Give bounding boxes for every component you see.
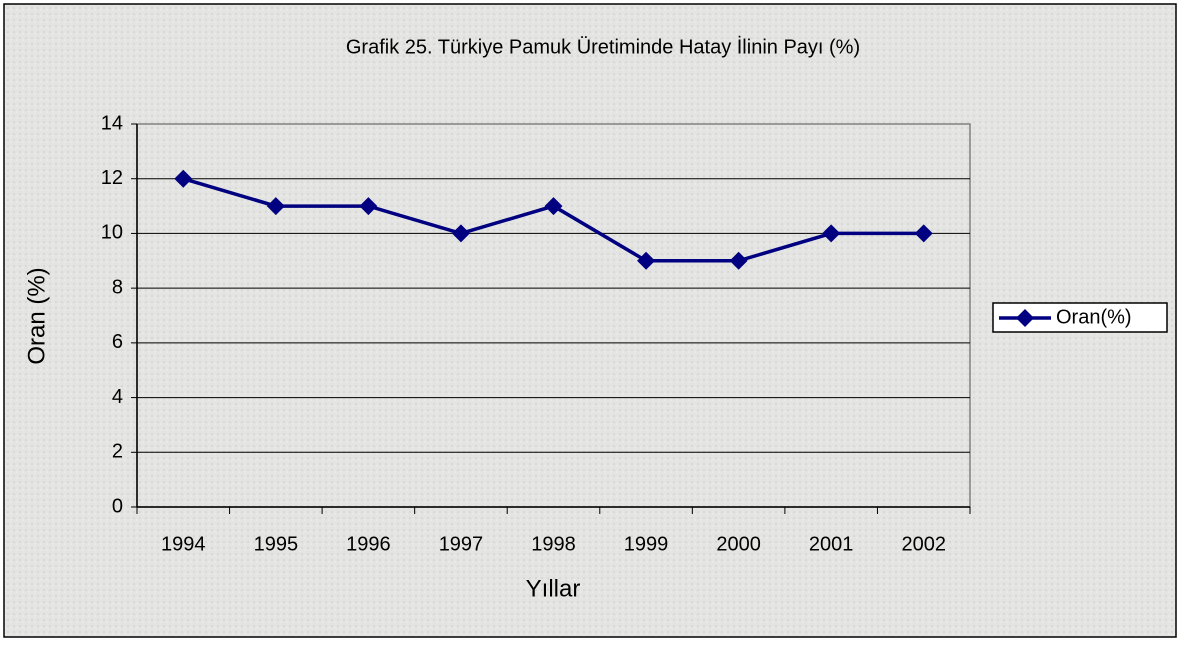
marker (174, 169, 193, 188)
legend-marker (1016, 309, 1034, 327)
y-tick-label: 8 (112, 276, 123, 298)
marker (266, 197, 285, 216)
y-tick-label: 10 (101, 222, 123, 244)
marker (729, 251, 748, 270)
marker (359, 197, 378, 216)
chart-title: Grafik 25. Türkiye Pamuk Üretiminde Hata… (346, 35, 860, 58)
marker (914, 224, 933, 243)
x-tick-label: 2002 (901, 533, 946, 555)
marker (544, 197, 563, 216)
x-tick-label: 2000 (716, 533, 761, 555)
y-tick-label: 14 (101, 112, 123, 134)
y-tick-label: 2 (112, 441, 123, 463)
y-tick-label: 12 (101, 167, 123, 189)
y-tick-label: 6 (112, 331, 123, 353)
x-tick-label: 1999 (624, 533, 669, 555)
x-tick-label: 2001 (809, 533, 854, 555)
chart-background (3, 3, 1177, 638)
y-tick-label: 4 (112, 386, 123, 408)
x-tick-label: 1996 (346, 533, 391, 555)
x-axis-label: Yıllar (526, 575, 581, 602)
y-axis-label: Oran (%) (23, 267, 50, 364)
x-tick-label: 1997 (439, 533, 484, 555)
x-tick-label: 1998 (531, 533, 576, 555)
x-tick-label: 1994 (161, 533, 206, 555)
marker (637, 251, 656, 270)
y-tick-label: 0 (112, 495, 123, 517)
marker (451, 224, 470, 243)
x-tick-label: 1995 (254, 533, 299, 555)
legend-label: Oran(%) (1056, 306, 1132, 328)
marker (822, 224, 841, 243)
